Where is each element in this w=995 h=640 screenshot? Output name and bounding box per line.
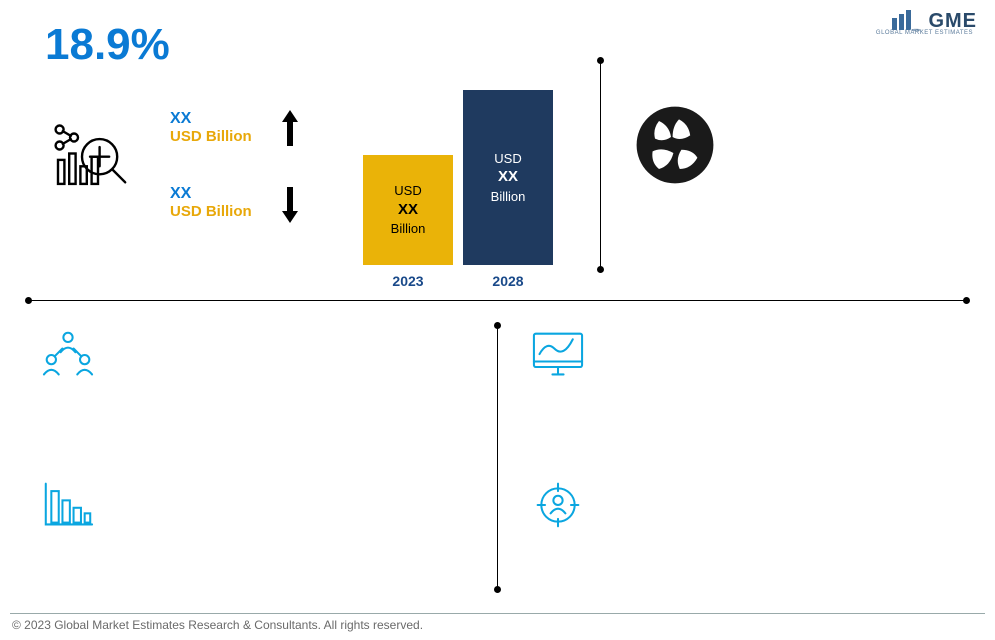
arrow-up-icon — [280, 108, 300, 148]
worst-case-scenario: XX USD Billion — [170, 185, 330, 220]
best-case-value: XX — [170, 110, 330, 128]
bar-label-2028: 2028 — [463, 273, 553, 289]
bar-chart-icon — [40, 480, 96, 530]
analytics-icon — [50, 120, 130, 195]
bar-label-2023: 2023 — [363, 273, 453, 289]
arrow-down-icon — [280, 185, 300, 225]
footer-copyright: © 2023 Global Market Estimates Research … — [12, 618, 423, 632]
globe-icon — [635, 105, 715, 185]
target-user-icon — [530, 480, 586, 530]
bottom-vertical-divider — [497, 325, 498, 590]
bar-2023-unit-top: USD — [363, 182, 453, 200]
bar-2023-value: XX — [363, 200, 453, 220]
monitor-chart-icon — [530, 330, 586, 380]
market-size-bar-chart: USD XX Billion USD XX Billion 2023 2028 — [355, 85, 565, 285]
footer-rule — [10, 613, 985, 614]
worst-case-value: XX — [170, 185, 330, 203]
team-icon — [40, 330, 96, 380]
horizontal-divider — [28, 300, 967, 301]
brand-tagline: GLOBAL MARKET ESTIMATES — [876, 30, 973, 36]
bar-2028-unit-top: USD — [463, 150, 553, 168]
best-case-scenario: XX USD Billion — [170, 110, 330, 145]
worst-case-unit: USD Billion — [170, 203, 330, 220]
top-vertical-divider — [600, 60, 601, 270]
bar-2028-unit-bot: Billion — [463, 188, 553, 206]
cagr-value: 18.9% — [45, 20, 170, 70]
bar-2028-value: XX — [463, 167, 553, 187]
best-case-unit: USD Billion — [170, 128, 330, 145]
bar-2023: USD XX Billion — [363, 155, 453, 265]
bar-2023-unit-bot: Billion — [363, 220, 453, 238]
bar-2028: USD XX Billion — [463, 90, 553, 265]
